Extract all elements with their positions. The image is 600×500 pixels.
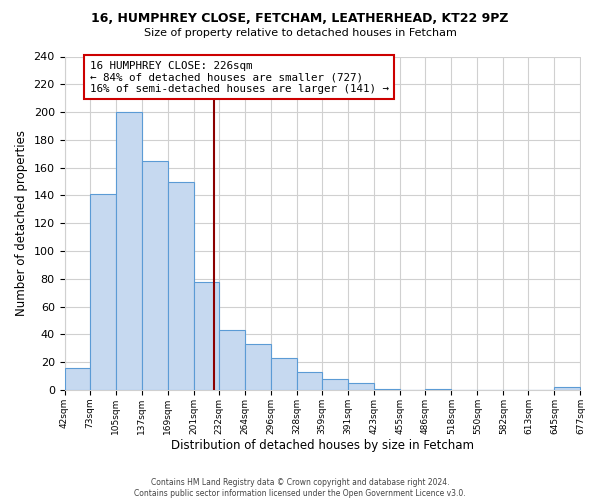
Bar xyxy=(271,358,297,390)
Bar xyxy=(554,387,580,390)
Bar xyxy=(142,160,168,390)
Bar xyxy=(245,344,271,390)
Bar xyxy=(168,182,194,390)
Bar xyxy=(297,372,322,390)
Text: Contains HM Land Registry data © Crown copyright and database right 2024.
Contai: Contains HM Land Registry data © Crown c… xyxy=(134,478,466,498)
Bar xyxy=(348,383,374,390)
Bar xyxy=(374,388,400,390)
Bar xyxy=(194,282,219,390)
Text: Size of property relative to detached houses in Fetcham: Size of property relative to detached ho… xyxy=(143,28,457,38)
Text: 16, HUMPHREY CLOSE, FETCHAM, LEATHERHEAD, KT22 9PZ: 16, HUMPHREY CLOSE, FETCHAM, LEATHERHEAD… xyxy=(91,12,509,26)
Bar xyxy=(425,388,451,390)
Bar xyxy=(90,194,116,390)
X-axis label: Distribution of detached houses by size in Fetcham: Distribution of detached houses by size … xyxy=(171,440,474,452)
Bar xyxy=(219,330,245,390)
Bar xyxy=(65,368,90,390)
Bar xyxy=(116,112,142,390)
Text: 16 HUMPHREY CLOSE: 226sqm
← 84% of detached houses are smaller (727)
16% of semi: 16 HUMPHREY CLOSE: 226sqm ← 84% of detac… xyxy=(90,60,389,94)
Y-axis label: Number of detached properties: Number of detached properties xyxy=(15,130,28,316)
Bar xyxy=(322,379,348,390)
